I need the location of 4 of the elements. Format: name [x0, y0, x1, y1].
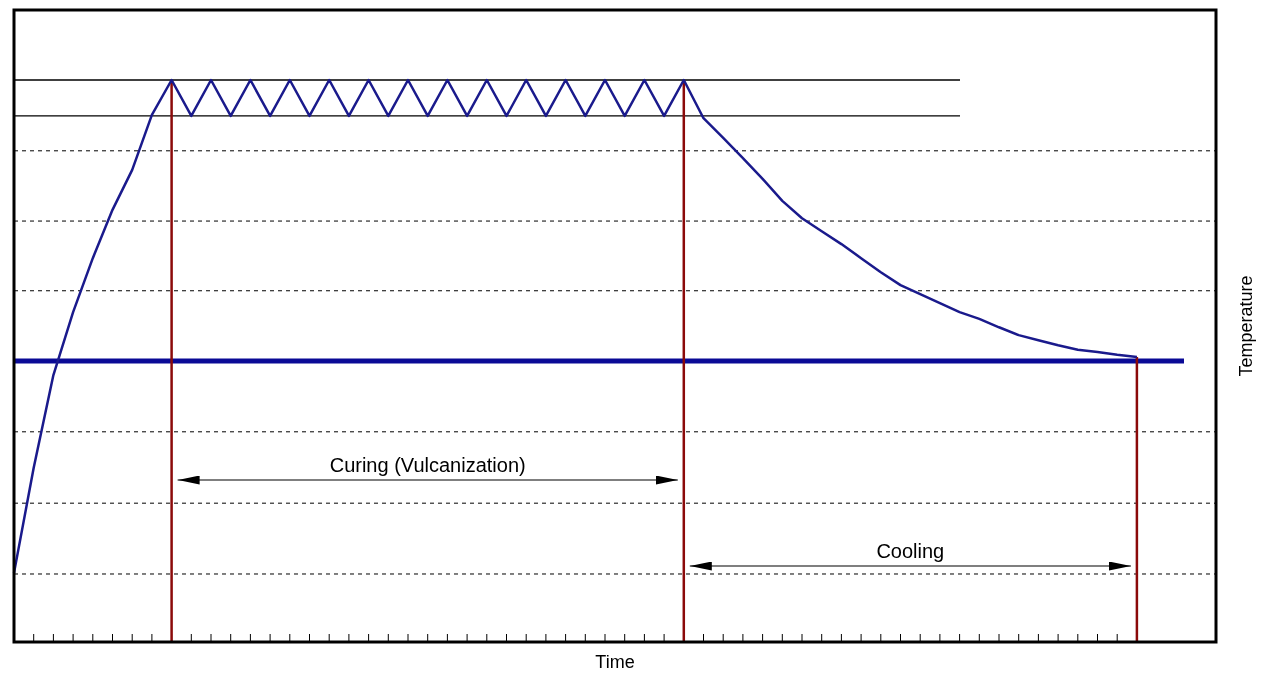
annotation: Cooling: [876, 540, 945, 562]
y-axis-title: Temperature: [1236, 275, 1256, 377]
annotation: Curing (Vulcanization): [329, 454, 526, 476]
x-axis-title: Time: [595, 652, 635, 672]
